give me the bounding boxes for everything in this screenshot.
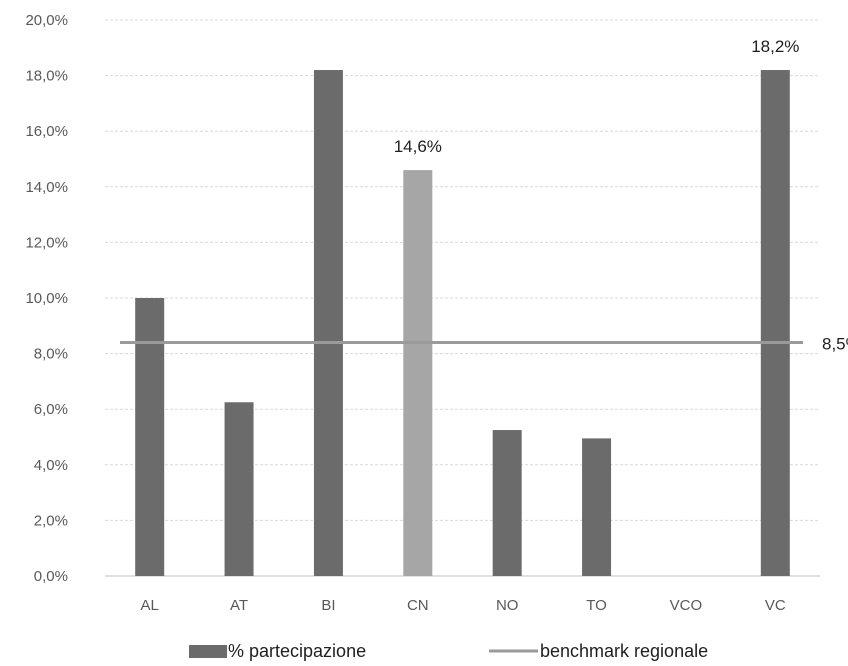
legend-line-label: benchmark regionale <box>540 641 708 661</box>
data-label-cn: 14,6% <box>394 137 442 156</box>
bar-to <box>582 438 612 576</box>
x-tick-label: AL <box>141 597 159 614</box>
gridlines <box>105 19 820 577</box>
bar-cn <box>403 170 433 576</box>
x-tick-label: TO <box>586 597 607 614</box>
y-tick-label: 10,0% <box>25 290 68 307</box>
x-tick-label: VCO <box>670 597 703 614</box>
y-tick-label: 12,0% <box>25 234 68 251</box>
x-tick-label: BI <box>321 597 335 614</box>
y-tick-label: 14,0% <box>25 179 68 196</box>
data-label-vc: 18,2% <box>751 37 799 56</box>
data-labels: 14,6% 18,2% <box>394 37 800 156</box>
bar-at <box>224 402 254 576</box>
x-axis-tick-labels: AL AT BI CN NO TO VCO VC <box>141 597 786 614</box>
x-tick-label: VC <box>765 597 786 614</box>
bar-bi <box>313 70 343 576</box>
legend-bar-label: % partecipazione <box>228 641 366 661</box>
x-tick-label: CN <box>407 597 429 614</box>
bars <box>135 70 790 576</box>
y-tick-label: 16,0% <box>25 123 68 140</box>
x-tick-label: NO <box>496 597 519 614</box>
x-tick-label: AT <box>230 597 248 614</box>
legend-bar-swatch <box>189 645 227 658</box>
y-tick-label: 18,0% <box>25 68 68 85</box>
legend: % partecipazione benchmark regionale <box>189 641 708 661</box>
y-tick-label: 0,0% <box>34 568 68 585</box>
bar-al <box>135 298 165 576</box>
benchmark-value-label: 8,5% <box>822 334 848 353</box>
y-tick-label: 4,0% <box>34 457 68 474</box>
y-tick-label: 2,0% <box>34 512 68 529</box>
y-tick-label: 20,0% <box>25 12 68 29</box>
y-axis-tick-labels: 0,0% 2,0% 4,0% 6,0% 8,0% 10,0% 12,0% 14,0% 16,0%… <box>25 12 68 585</box>
y-tick-label: 8,0% <box>34 346 68 363</box>
y-tick-label: 6,0% <box>34 401 68 418</box>
bar-vc <box>760 70 790 576</box>
bar-no <box>492 430 522 576</box>
benchmark-line-group: 8,5% <box>120 334 848 353</box>
